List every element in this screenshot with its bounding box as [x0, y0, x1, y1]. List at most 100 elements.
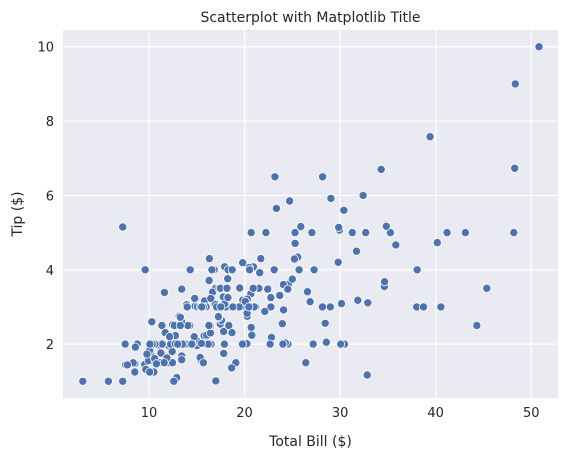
scatter-point [246, 228, 256, 238]
scatter-point [460, 228, 470, 238]
x-tick-label: 10 [141, 406, 158, 421]
scatter-point [362, 370, 372, 380]
scatter-point [270, 172, 280, 182]
scatter-point [245, 265, 255, 275]
scatter-point [198, 358, 208, 368]
data-points [78, 42, 544, 386]
scatter-point [248, 283, 258, 293]
scatter-point [318, 172, 328, 182]
scatter-point [130, 367, 140, 377]
scatter-point [247, 330, 257, 340]
scatter-point [177, 355, 187, 365]
scatter-point [436, 302, 446, 312]
scatter-point [302, 287, 312, 297]
scatter-point [385, 228, 395, 238]
scatter-point [156, 348, 166, 358]
scatter-point [244, 302, 254, 312]
scatter-point [287, 274, 297, 284]
scatter-point [285, 196, 295, 206]
scatter-point [472, 320, 482, 330]
scatter-point [432, 238, 442, 248]
scatter-point [305, 297, 315, 307]
scatter-point [412, 265, 422, 275]
chart-title: Scatterplot with Matplotlib Title [200, 10, 420, 26]
scatter-point [334, 222, 344, 232]
scatter-point [290, 238, 300, 248]
plot-area [63, 30, 558, 398]
scatter-point [130, 342, 140, 352]
scatter-point [294, 265, 304, 275]
scatter-point [205, 328, 215, 338]
scatter-point [283, 284, 293, 294]
scatter-point [261, 228, 271, 238]
scatter-point [238, 258, 248, 268]
scatter-point [308, 339, 318, 349]
x-tick-label: 20 [236, 406, 253, 421]
y-axis-label: Tip ($) [10, 191, 26, 237]
scatter-point [175, 312, 185, 322]
scatter-point [265, 339, 275, 349]
scatter-point [391, 240, 401, 250]
scatter-point [235, 283, 245, 293]
scatter-point [190, 293, 200, 303]
scatter-point [228, 302, 238, 312]
y-tick-label: 10 [37, 41, 54, 56]
y-axis-ticks: 2 4 6 8 10 [37, 41, 54, 353]
scatter-point [266, 293, 276, 303]
scatter-point [278, 339, 288, 349]
scatter-point [336, 299, 346, 309]
scatter-point [147, 317, 157, 327]
scatter-point [301, 358, 311, 368]
scatter-point [219, 348, 229, 358]
x-axis-label: Total Bill ($) [268, 434, 352, 450]
scatter-point [118, 222, 128, 232]
scatter-point [351, 246, 361, 256]
scatter-point [177, 284, 187, 294]
scatter-point [169, 376, 179, 386]
scatter-point [482, 283, 492, 293]
scatter-point [361, 228, 371, 238]
scatter-point [290, 228, 300, 238]
scatter-point [255, 268, 265, 278]
scatter-point [204, 254, 214, 264]
scatter-point [307, 228, 317, 238]
scatter-point [173, 339, 183, 349]
scatter-point [197, 302, 207, 312]
scatter-point [260, 306, 270, 316]
scatter-point [227, 265, 237, 275]
scatter-point [275, 290, 285, 300]
scatter-point [223, 274, 233, 284]
scatter-point [189, 332, 199, 342]
scatter-point [175, 320, 185, 330]
scatter-point [145, 339, 155, 349]
scatter-point [159, 358, 169, 368]
scatter-point [165, 332, 175, 342]
y-tick-label: 2 [46, 338, 54, 353]
scatter-point [196, 338, 206, 348]
scatter-point [510, 163, 520, 173]
scatter-point [145, 367, 155, 377]
scatter-point [333, 257, 343, 267]
scatter-point [211, 376, 221, 386]
scatter-point [78, 376, 88, 386]
scatter-point [380, 277, 390, 287]
x-tick-label: 50 [523, 406, 540, 421]
scatter-point [213, 312, 223, 322]
scatter-point [206, 293, 216, 303]
x-axis-ticks: 10 20 30 40 50 [141, 406, 540, 421]
scatter-point [279, 305, 289, 315]
scatter-point [216, 302, 226, 312]
scatter-point [269, 265, 279, 275]
scatter-point [376, 164, 386, 174]
scatter-point [336, 339, 346, 349]
scatter-point [381, 221, 391, 231]
scatter-point [207, 265, 217, 275]
scatter-point [296, 222, 306, 232]
scatter-point [237, 339, 247, 349]
scatter-point [266, 302, 276, 312]
scatter-point [425, 132, 435, 142]
scatter-point [317, 302, 327, 312]
scatter-point [363, 298, 373, 308]
scatter-point [263, 284, 273, 294]
